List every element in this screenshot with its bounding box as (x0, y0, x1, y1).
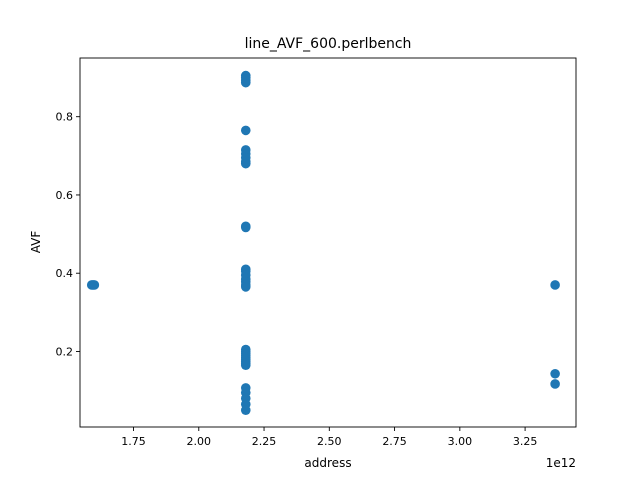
x-axis-label: address (304, 456, 351, 470)
y-axis-label: AVF (29, 231, 43, 254)
y-tick-label: 0.6 (56, 189, 74, 202)
x-tick-label: 2.50 (317, 435, 342, 448)
data-point-0-35 (240, 405, 251, 415)
data-point-0-14 (240, 222, 251, 233)
data-points (86, 70, 560, 415)
y-axis-ticks: 0.2 0.4 0.6 0.8 (56, 111, 80, 358)
y-tick-label: 0.2 (56, 345, 74, 358)
data-point-0-36 (550, 280, 560, 290)
data-point-0-21 (240, 282, 251, 292)
chart-title: line_AVF_600.perlbench (245, 36, 412, 52)
x-axis-ticks: 1.75 2.00 2.25 2.50 2.75 3.00 3.25 (121, 427, 537, 448)
y-tick-label: 0.4 (56, 267, 74, 280)
x-axis-offset-label: 1e12 (546, 456, 576, 470)
data-point-0-12 (240, 158, 251, 169)
data-point-0-37 (550, 368, 560, 379)
x-tick-label: 3.25 (513, 435, 538, 448)
data-point-0-6 (240, 77, 251, 88)
plot-frame (79, 57, 577, 428)
x-tick-label: 1.75 (121, 435, 146, 448)
x-tick-label: 2.00 (187, 435, 212, 448)
y-tick-label: 0.8 (56, 111, 74, 124)
x-tick-label: 3.00 (448, 435, 473, 448)
x-tick-label: 2.25 (252, 435, 277, 448)
data-point-0-2 (89, 280, 100, 290)
data-point-0-30 (240, 360, 251, 370)
data-point-0-7 (240, 125, 251, 136)
data-point-0-38 (550, 379, 560, 389)
x-tick-label: 2.75 (382, 435, 407, 448)
